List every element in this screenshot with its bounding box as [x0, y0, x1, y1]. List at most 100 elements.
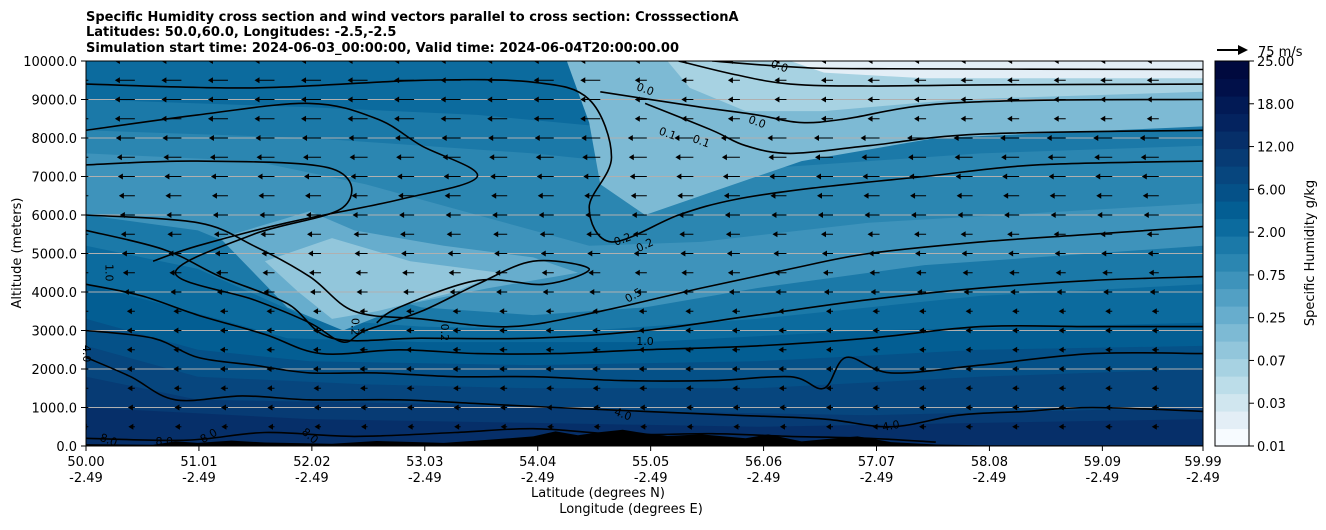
x-tick-label-lon-10: -2.49	[1186, 471, 1220, 486]
wind-arrow-head	[634, 77, 640, 84]
wind-arrow	[452, 366, 461, 372]
colorbar-swatch-11	[1215, 236, 1249, 255]
wind-arrow-head	[685, 366, 691, 372]
wind-arrow	[547, 423, 554, 430]
wind-arrow-head	[351, 192, 357, 199]
wind-arrow-head	[773, 250, 779, 257]
wind-arrow	[963, 289, 973, 295]
wind-arrow-head	[638, 308, 644, 315]
colorbar-tick-label-3: 0.25	[1257, 312, 1286, 327]
wind-arrow-head	[395, 135, 401, 141]
x-tick-label-lon-5: -2.49	[634, 471, 668, 486]
colorbar-swatch-10	[1215, 253, 1249, 272]
wind-arrow-head	[74, 231, 79, 237]
wind-arrow-head	[862, 173, 868, 180]
wind-arrow-head	[1149, 289, 1155, 295]
wind-arrow	[499, 366, 508, 372]
wind-arrow-head	[173, 327, 179, 334]
wind-arrow	[266, 327, 275, 334]
wind-arrow	[1058, 366, 1066, 372]
wind-arrow-head	[589, 289, 595, 295]
wind-arrow-head	[592, 366, 598, 372]
wind-arrow-head	[499, 346, 505, 353]
wind-arrow-head	[634, 61, 640, 64]
wind-arrow-head	[1048, 173, 1054, 180]
wind-arrow-head	[634, 115, 640, 122]
wind-arrow-head	[347, 96, 353, 103]
wind-arrow-head	[681, 96, 687, 103]
wind-arrow-head	[592, 385, 598, 392]
wind-arrow-head	[161, 96, 167, 103]
wind-arrow-head	[685, 385, 691, 392]
wind-arrow	[686, 404, 694, 411]
wind-arrow	[545, 346, 554, 353]
wind-arrow-head	[825, 404, 831, 411]
wind-arrow	[219, 308, 228, 315]
wind-arrow	[774, 77, 787, 84]
wind-arrow	[117, 173, 135, 180]
terrain	[86, 429, 1203, 446]
wind-arrow	[356, 289, 368, 295]
wind-arrow	[867, 231, 880, 238]
wind-arrow	[919, 308, 927, 315]
wind-arrow-head	[220, 404, 226, 411]
wind-arrow	[397, 173, 415, 180]
wind-arrow-head	[779, 404, 785, 411]
wind-arrow	[1007, 115, 1020, 122]
quiver-key-arrow-head	[1238, 45, 1248, 55]
wind-arrow	[1047, 154, 1066, 161]
wind-arrow	[254, 96, 275, 103]
wind-arrow-head	[867, 115, 873, 122]
wind-arrow	[494, 250, 508, 257]
wind-arrow-head	[545, 366, 551, 372]
wind-arrow	[128, 423, 135, 430]
wind-arrow	[452, 308, 461, 315]
wind-arrow-head	[732, 404, 738, 411]
wind-arrow	[351, 192, 368, 199]
wind-arrow	[219, 346, 228, 353]
wind-arrow-head	[1055, 269, 1061, 276]
wind-arrow	[821, 250, 833, 257]
wind-arrow-head	[1105, 308, 1111, 315]
wind-arrow-head	[1151, 346, 1157, 353]
wind-arrow-head	[256, 154, 262, 161]
wind-arrow-head	[778, 366, 784, 372]
wind-arrow	[592, 366, 601, 372]
wind-arrow	[727, 115, 740, 122]
wind-arrow-head	[207, 61, 213, 64]
wind-arrow-head	[534, 135, 540, 141]
x-tick-label-lat-6: 56.06	[745, 455, 782, 470]
colorbar-swatch-7	[1215, 306, 1249, 325]
wind-arrow	[960, 96, 973, 103]
wind-arrow	[634, 61, 647, 64]
wind-arrow	[580, 96, 601, 103]
wind-arrow	[266, 308, 275, 315]
colorbar-tick-label-1: 0.03	[1257, 397, 1286, 412]
wind-arrow	[313, 308, 322, 315]
wind-arrow-head	[582, 154, 588, 161]
wind-arrow	[628, 154, 647, 161]
wind-arrow	[487, 96, 508, 103]
wind-arrow	[1050, 212, 1066, 218]
wind-arrow-head	[1097, 212, 1103, 218]
wind-arrow	[441, 135, 461, 141]
wind-arrow-head	[219, 346, 225, 353]
wind-arrow	[394, 115, 415, 122]
wind-arrow	[679, 231, 694, 238]
wind-arrow	[118, 192, 135, 199]
wind-arrow-head	[1105, 423, 1111, 430]
wind-arrow	[114, 77, 135, 84]
wind-arrow-head	[960, 231, 966, 238]
wind-arrow	[127, 404, 135, 411]
colorbar-swatch-15	[1215, 166, 1249, 185]
wind-arrow-head	[406, 327, 412, 334]
wind-arrow-head	[128, 423, 134, 430]
wind-arrow-head	[219, 308, 225, 315]
wind-arrow-head	[1053, 61, 1059, 64]
wind-arrow-head	[817, 212, 823, 218]
wind-arrow	[778, 327, 787, 334]
wind-arrow	[121, 250, 135, 257]
wind-arrow-head	[727, 96, 733, 103]
wind-arrow-head	[588, 269, 594, 276]
wind-arrow	[208, 135, 228, 141]
